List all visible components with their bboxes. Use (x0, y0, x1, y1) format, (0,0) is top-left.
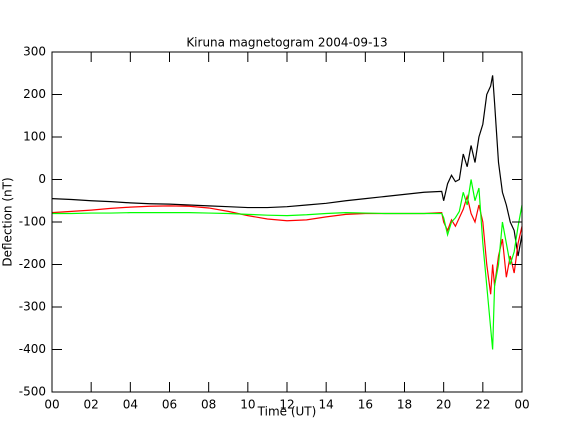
x-tick-label: 08 (201, 398, 216, 412)
plot-area (51, 75, 523, 350)
x-tick-label: 00 (514, 398, 529, 412)
x-tick-label: 00 (44, 398, 59, 412)
y-tick-label: 100 (23, 130, 46, 144)
x-tick-label: 04 (123, 398, 138, 412)
data-line (51, 75, 523, 257)
y-tick-label: -200 (19, 257, 46, 271)
x-tick-label: 12 (279, 398, 294, 412)
y-tick-label: -400 (19, 342, 46, 356)
x-tick-label: 22 (475, 398, 490, 412)
x-tick-label: 18 (397, 398, 412, 412)
x-tick-label: 06 (162, 398, 177, 412)
x-tick-label: 02 (84, 398, 99, 412)
y-tick-label: -100 (19, 215, 46, 229)
y-tick-label: 300 (23, 45, 46, 59)
x-tick-label: 20 (436, 398, 451, 412)
y-tick-label: -300 (19, 300, 46, 314)
y-tick-label: 200 (23, 87, 46, 101)
x-axis-label: Time (UT) (257, 405, 317, 419)
x-tick-label: 16 (358, 398, 373, 412)
x-tick-label: 14 (319, 398, 334, 412)
x-tick-label: 10 (240, 398, 255, 412)
y-tick-label: -500 (19, 385, 46, 399)
chart-title: Kiruna magnetogram 2004-09-13 (186, 36, 387, 50)
y-tick-label: 0 (38, 172, 46, 186)
data-line (52, 179, 523, 350)
y-axis-label: Deflection (nT) (1, 177, 15, 266)
